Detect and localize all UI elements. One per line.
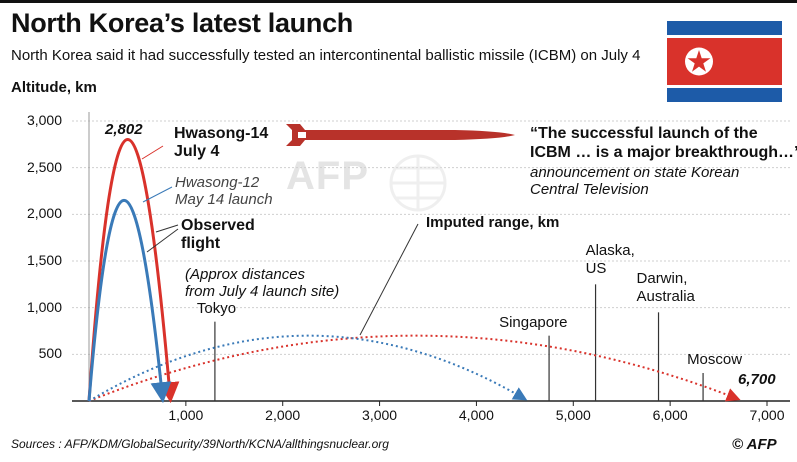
apex-value-label: 2,802	[105, 121, 143, 138]
observed-trajectory-path	[87, 198, 172, 404]
imputed-trajectory-path	[88, 334, 528, 402]
leader-observed-blue	[146, 228, 179, 253]
page-title: North Korea’s latest launch	[11, 8, 353, 38]
hwasong14-label: Hwasong-14 July 4	[174, 125, 268, 162]
sources-note: Sources : AFP/KDM/GlobalSecurity/39North…	[11, 437, 389, 451]
city-label: Darwin, Australia	[636, 270, 695, 305]
quote-text: “The successful launch of the ICBM … is …	[530, 124, 797, 162]
page-subtitle: North Korea said it had successfully tes…	[11, 47, 641, 64]
y-tick-label: 2,500	[26, 158, 62, 175]
city-label: Moscow	[687, 351, 743, 368]
observed-line2: flight	[181, 235, 221, 253]
x-tick-label: 3,000	[362, 407, 398, 423]
observed-line1: Observed	[181, 217, 255, 234]
quote-attribution: announcement on state Korean Central Tel…	[530, 164, 739, 199]
leader-observed-red	[155, 224, 179, 233]
x-tick-label: 5,000	[555, 407, 591, 423]
attrib-line2: Central Television	[530, 181, 649, 199]
quote-line1: “The successful launch of the	[530, 125, 758, 142]
missile-icon	[286, 124, 515, 146]
approx-line2: from July 4 launch site)	[185, 283, 340, 301]
hwasong14-date: July 4	[174, 143, 220, 161]
attrib-line1: announcement on state Korean	[530, 164, 740, 181]
leader-hwasong12	[142, 186, 173, 203]
y-tick-label: 1,500	[26, 252, 62, 268]
y-tick-label: 500	[38, 345, 62, 362]
imputed-range-label: Imputed range, km	[426, 214, 560, 231]
y-tick-label: 3,000	[26, 112, 62, 128]
north-korea-flag-icon	[667, 21, 782, 102]
leader-hwasong14	[141, 145, 164, 160]
hwasong12-date: May 14 launch	[175, 191, 273, 209]
observed-flight-label: Observed flight	[181, 217, 255, 254]
leader-imputed-range	[359, 223, 419, 336]
hwasong14-name: Hwasong-14	[174, 125, 269, 142]
city-label: Tokyo	[196, 299, 237, 317]
city-label: Singapore	[499, 313, 568, 331]
city-label: Alaska, US	[585, 242, 635, 277]
top-rule	[0, 0, 797, 3]
y-axis-title: Altitude, km	[11, 79, 97, 96]
x-tick-label: 1,000	[168, 407, 204, 423]
afp-credit: © AFP	[732, 436, 777, 453]
afp-watermark: AFP	[286, 154, 369, 198]
x-tick-label: 2,000	[265, 407, 301, 423]
x-tick-label: 7,000	[749, 407, 785, 423]
approx-line1: (Approx distances	[185, 266, 306, 283]
quote-line2: ICBM … is a major breakthrough…”	[530, 144, 797, 162]
hwasong12-label: Hwasong-12 May 14 launch	[175, 174, 273, 209]
imputed-trajectory-path	[88, 334, 741, 402]
globe-watermark-icon	[389, 154, 447, 212]
y-tick-label: 1,000	[26, 298, 62, 315]
y-tick-label: 2,000	[26, 205, 62, 222]
approx-distances-note: (Approx distances from July 4 launch sit…	[185, 266, 339, 301]
observed-trajectory-path	[87, 138, 180, 404]
range-value-label: 6,700	[738, 371, 776, 388]
x-tick-label: 4,000	[458, 407, 494, 423]
x-tick-label: 6,000	[652, 407, 688, 423]
hwasong12-name: Hwasong-12	[175, 174, 260, 191]
